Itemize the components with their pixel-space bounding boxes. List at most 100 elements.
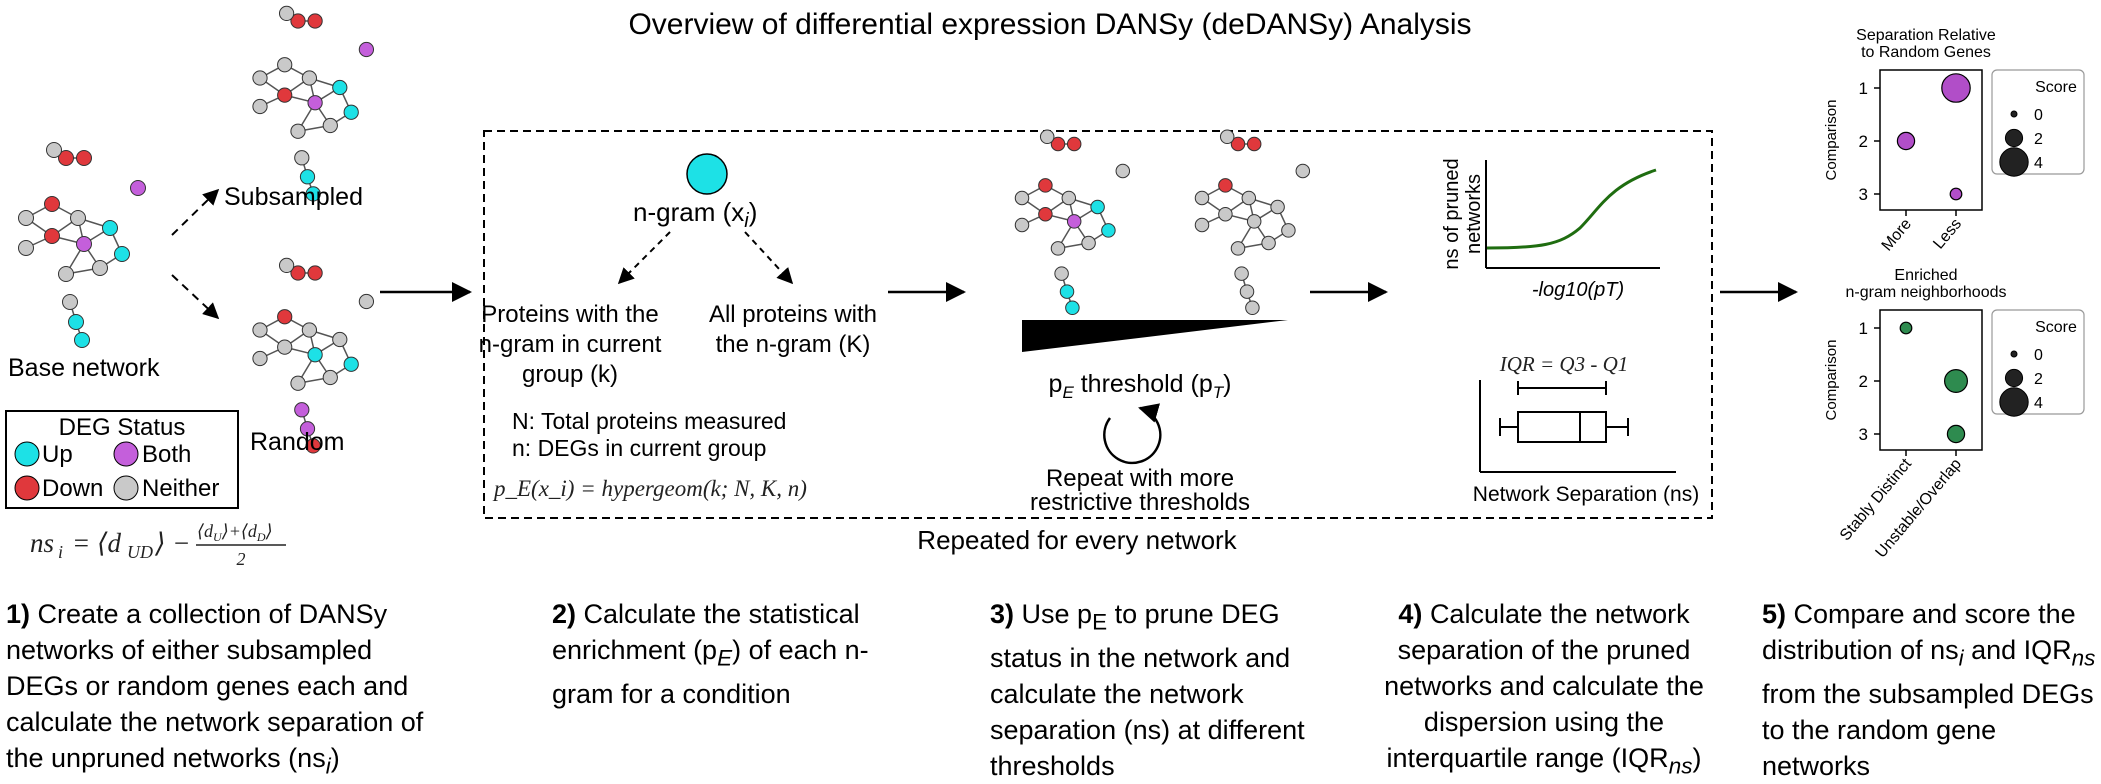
y-tick-label: 3 xyxy=(1859,185,1868,204)
network-node xyxy=(1066,136,1082,152)
deg-status-legend: DEG Status Up Both Down Neither xyxy=(5,410,239,509)
legend-down-marker xyxy=(14,475,40,501)
repeated-label: Repeated for every network xyxy=(917,525,1237,555)
network-node xyxy=(1219,129,1235,145)
ns-formula: ns i = ⟨d UD ⟩ − ⟨dU⟩+⟨dD⟩ 2 xyxy=(30,521,286,569)
network-node xyxy=(44,196,60,212)
bubble-point xyxy=(1949,187,1963,201)
svg-text:Repeat with more: Repeat with more xyxy=(1046,465,1234,492)
score-legend-marker xyxy=(2004,128,2024,148)
network-node xyxy=(70,210,86,226)
network-node xyxy=(46,142,62,158)
bubble-point xyxy=(1943,369,1968,394)
network-node xyxy=(277,87,293,103)
network-node xyxy=(1230,136,1246,152)
network-node xyxy=(294,150,310,166)
label-random: Random xyxy=(250,428,345,456)
network-node xyxy=(1101,223,1116,238)
caption-2: 2) Calculate the statistical enrichment … xyxy=(552,599,869,710)
y-tick-label: 2 xyxy=(1859,132,1868,151)
network-node xyxy=(1039,129,1055,145)
network-node xyxy=(1014,190,1030,206)
score-legend-title: Score xyxy=(2035,79,2077,96)
bubble-point xyxy=(1946,424,1966,444)
subsampled-network xyxy=(252,5,375,202)
bubble-point xyxy=(1941,73,1971,103)
network-node xyxy=(1050,241,1066,256)
network-node xyxy=(1239,284,1255,299)
network-node xyxy=(301,322,318,338)
network-node xyxy=(1059,284,1075,299)
x-tick-label: More xyxy=(1879,216,1916,255)
network-node xyxy=(44,228,60,244)
all-proteins-label: All proteins with the n-gram (K) xyxy=(709,301,877,358)
score-legend-label: 2 xyxy=(2034,371,2043,388)
network-node xyxy=(130,180,146,196)
network-node xyxy=(299,421,316,437)
iqr-label: IQR = Q3 - Q1 xyxy=(1499,352,1628,376)
network-node xyxy=(307,347,323,363)
network-node xyxy=(74,332,90,348)
score-legend-label: 4 xyxy=(2034,395,2043,412)
ns-curve-plot: ns of prunednetworks -log10(pT) xyxy=(1441,158,1660,301)
network-node xyxy=(76,150,92,166)
network-node xyxy=(343,104,359,120)
network-node xyxy=(290,123,306,139)
network-node xyxy=(68,314,84,330)
bubble-point xyxy=(1899,321,1913,335)
y-tick-label: 3 xyxy=(1859,425,1868,444)
arrow-to-random xyxy=(171,274,220,320)
network-node xyxy=(58,150,74,166)
hypergeom-formula: p_E(x_i) = hypergeom(k; N, K, n) xyxy=(492,476,807,501)
network-node xyxy=(305,438,321,454)
score-legend-label: 0 xyxy=(2034,347,2043,364)
network-node xyxy=(1014,217,1030,233)
repeat-label: Repeat with more restrictive thresholds xyxy=(1030,465,1250,516)
score-legend-label: 2 xyxy=(2034,131,2043,148)
network-node xyxy=(102,220,118,236)
label-base-network: Base network xyxy=(8,354,160,382)
ngram-label: n-gram (xi) xyxy=(633,197,757,232)
repeat-cycle-icon xyxy=(1103,403,1162,465)
legend-title: DEG Status xyxy=(59,414,186,441)
network-node xyxy=(62,294,78,310)
arrow-ngram-right xyxy=(744,231,794,285)
network-node xyxy=(358,41,375,58)
pruned-network-left xyxy=(1014,129,1131,316)
network-node xyxy=(1194,190,1210,206)
network-node xyxy=(58,266,74,282)
label-subsampled: Subsampled xyxy=(224,183,363,211)
proteins-in-group-label: Proteins with the n-gram in current grou… xyxy=(479,301,662,388)
score-legend-label: 4 xyxy=(2034,155,2043,172)
bubble-chart-title: to Random Genes xyxy=(1861,44,1991,61)
svg-text:All proteins with: All proteins with xyxy=(709,301,877,328)
ns-curve xyxy=(1486,168,1657,250)
network-node xyxy=(307,13,323,29)
network-node xyxy=(343,356,359,372)
network-node xyxy=(1246,214,1262,229)
score-legend-title: Score xyxy=(2035,319,2077,336)
ns-curve-ylabel: ns of prunednetworks xyxy=(1441,158,1485,269)
network-node xyxy=(1281,223,1296,238)
network-node xyxy=(1230,241,1246,256)
repeat-box xyxy=(483,130,1713,519)
network-node xyxy=(1261,235,1276,251)
boxplot-xlabel: Network Separation (ns) xyxy=(1473,483,1699,506)
network-node xyxy=(294,402,310,418)
legend-both-marker xyxy=(113,441,139,467)
arrow-to-subsampled xyxy=(171,188,220,236)
svg-text:UD: UD xyxy=(127,542,153,562)
caption-5: 5) Compare and score the distribution of… xyxy=(1762,599,2096,782)
network-node xyxy=(290,265,306,281)
network-node xyxy=(322,369,338,386)
network-node xyxy=(114,246,130,262)
network-node xyxy=(278,257,295,274)
network-node xyxy=(18,240,34,256)
network-node xyxy=(277,309,293,325)
y-tick-label: 1 xyxy=(1859,319,1868,338)
network-node xyxy=(307,95,323,111)
y-axis-label: Comparison xyxy=(1823,100,1840,181)
network-node xyxy=(290,375,306,391)
